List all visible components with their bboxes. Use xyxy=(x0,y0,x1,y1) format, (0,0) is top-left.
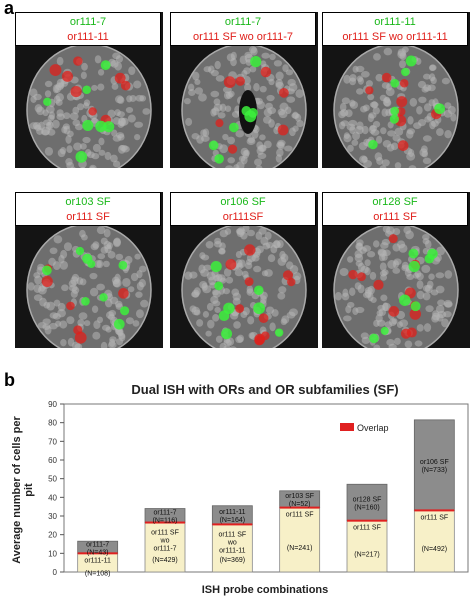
plot-area xyxy=(63,403,469,573)
y-tick-label: 80 xyxy=(48,419,57,428)
micrograph-tile: or106 SF or111SF xyxy=(170,192,318,348)
green-probe-label: or111-11 xyxy=(374,16,416,28)
y-axis-label: Average number of cells per pit xyxy=(11,416,35,564)
green-probe-label: or111-7 xyxy=(224,16,262,28)
red-probe-label: or111-11 xyxy=(67,31,109,43)
bar-top-segment xyxy=(413,419,455,511)
probe-label: or111-7 or111-11 xyxy=(15,12,161,46)
bottom-segment-n: (N=369) xyxy=(220,557,245,564)
bottom-segment-n: (N=108) xyxy=(85,570,110,577)
bottom-segment-n: (N=429) xyxy=(152,557,177,564)
bottom-segment-label: or111-7 xyxy=(153,546,176,553)
green-probe-label: or111-7 xyxy=(69,16,107,28)
overlap-mark xyxy=(145,521,185,524)
top-segment-label: or106 SF xyxy=(420,459,449,466)
green-probe-label: or106 SF xyxy=(220,196,266,208)
bar-bottom-segment xyxy=(211,524,253,573)
chart-title: Dual ISH with ORs and OR subfamilies (SF… xyxy=(131,382,399,397)
overlap-mark xyxy=(77,552,118,555)
bar-top-segment xyxy=(279,490,321,508)
y-tick-label: 90 xyxy=(48,400,57,409)
bottom-segment-label: or111 SF xyxy=(353,525,381,532)
red-probe-label: or111 SF wo or111-11 xyxy=(342,31,448,43)
bottom-segment-label: or111-11 xyxy=(219,547,246,554)
legend-label: Overlap xyxy=(357,423,389,433)
y-tick-label: 20 xyxy=(48,531,57,540)
bar-bottom-segment xyxy=(279,507,321,573)
legend-swatch xyxy=(340,423,354,431)
y-tick-label: 30 xyxy=(48,512,57,521)
overlap-mark xyxy=(279,506,320,509)
top-segment-label: or111-11 xyxy=(219,509,246,516)
panel-a-letter: a xyxy=(4,0,15,18)
bottom-segment-n: (N=241) xyxy=(287,545,312,552)
bottom-segment-label: wo xyxy=(227,539,237,546)
panel-b-letter: b xyxy=(4,370,15,390)
overlap-mark xyxy=(212,523,253,526)
y-tick-label: 50 xyxy=(48,475,57,484)
bottom-segment-label: or111 SF xyxy=(420,514,448,521)
y-tick-label: 70 xyxy=(48,437,57,446)
probe-label: or128 SF or111 SF xyxy=(322,192,468,226)
top-segment-n: (N=160) xyxy=(354,504,379,511)
red-probe-label: or111 SF xyxy=(373,211,417,223)
top-segment-n: (N=164) xyxy=(220,517,245,524)
bottom-segment-label: or111-11 xyxy=(84,557,111,564)
bar-bottom-segment xyxy=(346,520,388,573)
green-probe-label: or128 SF xyxy=(372,196,418,208)
top-segment-n: (N=733) xyxy=(422,467,447,474)
y-tick-label: 60 xyxy=(48,456,57,465)
top-segment-n: (N=43) xyxy=(87,549,109,556)
bar-top-segment xyxy=(144,508,186,523)
bottom-segment-n: (N=492) xyxy=(422,546,447,553)
bottom-segment-label: wo xyxy=(160,538,170,545)
green-probe-label: or103 SF xyxy=(65,196,111,208)
y-tick-label: 40 xyxy=(48,493,57,502)
y-tick-label: 0 xyxy=(53,568,58,577)
overlap-mark xyxy=(347,519,387,522)
micrograph-tile: or111-7 or111-11 xyxy=(15,12,163,168)
bar-top-segment xyxy=(211,505,253,525)
bar-bottom-segment xyxy=(413,509,455,573)
red-probe-label: or111 SF wo or111-7 xyxy=(192,31,294,43)
red-probe-label: or111 SF xyxy=(66,211,110,223)
bar-top-segment xyxy=(77,540,119,554)
bottom-segment-label: or111 SF xyxy=(218,531,246,538)
bottom-segment-label: or111 SF xyxy=(286,512,314,519)
top-segment-label: or103 SF xyxy=(285,493,314,500)
micrograph-tile: or128 SF or111 SF xyxy=(322,192,470,348)
red-probe-label: or111SF xyxy=(222,211,264,223)
overlap-mark xyxy=(414,509,455,512)
top-segment-n: (N=116) xyxy=(153,518,178,525)
probe-label: or111-7 or111 SF wo or111-7 xyxy=(170,12,316,46)
bottom-segment-n: (N=217) xyxy=(354,551,379,558)
top-segment-label: or128 SF xyxy=(353,496,382,503)
bar-top-segment xyxy=(346,483,388,522)
bottom-segment-label: or111 SF xyxy=(151,530,179,537)
scale-bar xyxy=(418,356,466,360)
probe-label: or103 SF or111 SF xyxy=(15,192,161,226)
x-axis-label: ISH probe combinations xyxy=(201,584,329,596)
probe-label: or111-11 or111 SF wo or111-11 xyxy=(322,12,468,46)
top-segment-n: (N=52) xyxy=(289,501,311,508)
bar-bottom-segment xyxy=(144,522,186,573)
top-segment-label: or111-7 xyxy=(153,510,176,517)
top-segment-label: or111-7 xyxy=(86,541,109,548)
bar-bottom-segment xyxy=(77,552,119,573)
micrograph-tile: or103 SF or111 SF xyxy=(15,192,163,348)
micrograph-tile: or111-11 or111 SF wo or111-11 xyxy=(322,12,470,168)
y-tick-label: 10 xyxy=(48,549,57,558)
micrograph-tile: or111-7 or111 SF wo or111-7 xyxy=(170,12,318,168)
probe-label: or106 SF or111SF xyxy=(170,192,316,226)
